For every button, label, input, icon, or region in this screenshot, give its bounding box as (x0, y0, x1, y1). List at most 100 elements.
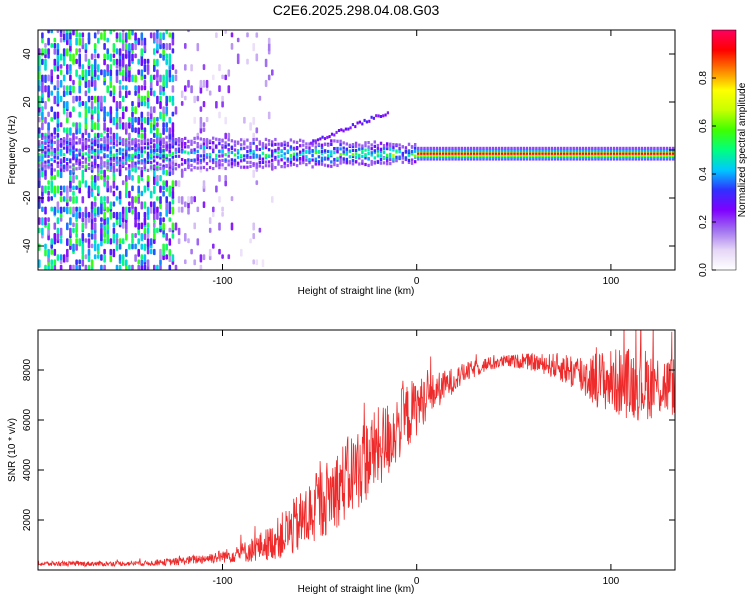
heatmap-cell (308, 161, 311, 165)
heatmap-cell (202, 157, 206, 161)
heatmap-cell (662, 150, 665, 154)
heatmap-cell (56, 169, 60, 177)
heatmap-cell (314, 162, 317, 166)
heatmap-cell (125, 259, 128, 267)
heatmap-cell (156, 227, 159, 233)
heatmap-cell (87, 95, 91, 103)
heatmap-cell (286, 159, 289, 163)
heatmap-cell (299, 161, 302, 165)
heatmap-cell (125, 185, 128, 194)
heatmap-cell (112, 53, 116, 59)
x-tick-label: 100 (603, 576, 620, 587)
heatmap-cell (566, 146, 569, 150)
heatmap-cell (594, 150, 597, 154)
heatmap-cell (121, 74, 125, 82)
heatmap-cell (205, 155, 209, 159)
heatmap-cell (525, 150, 529, 154)
heatmap-cell (41, 85, 44, 93)
heatmap-cell (149, 106, 153, 114)
heatmap-cell (134, 138, 137, 142)
heatmap-cell (236, 155, 240, 159)
heatmap-cell (97, 185, 100, 194)
heatmap-cell (115, 160, 119, 164)
heatmap-cell (538, 150, 541, 154)
heatmap-cell (240, 248, 243, 257)
heatmap-cell (97, 139, 100, 143)
heatmap-cell (69, 238, 72, 246)
heatmap-cell (128, 141, 131, 145)
heatmap-cell (292, 152, 296, 156)
heatmap-cell (153, 201, 156, 209)
heatmap-cell (215, 185, 218, 193)
heatmap-cell (491, 146, 495, 150)
heatmap-cell (69, 148, 72, 152)
heatmap-cell (103, 69, 106, 78)
heatmap-cell (227, 154, 230, 158)
heatmap-cell (81, 132, 85, 140)
heatmap-cell (445, 152, 448, 155)
heatmap-cell (93, 201, 97, 207)
heatmap-cell (569, 146, 572, 150)
heatmap-cell (149, 122, 153, 128)
heatmap-cell (233, 163, 237, 167)
heatmap-cell (47, 217, 50, 223)
heatmap-cell (631, 155, 634, 159)
heatmap-cell (134, 243, 137, 250)
heatmap-cell (156, 137, 159, 141)
heatmap-cell (140, 169, 144, 178)
heatmap-cell (205, 153, 209, 157)
heatmap-cell (309, 141, 313, 145)
heatmap-cell (44, 48, 47, 55)
heatmap-cell (336, 156, 339, 160)
heatmap-cell (174, 180, 178, 187)
heatmap-cell (190, 150, 193, 154)
heatmap-cell (317, 160, 321, 164)
heatmap-cell (507, 153, 510, 158)
heatmap-cell (171, 155, 174, 159)
heatmap-cell (112, 141, 115, 146)
heatmap-cell (370, 147, 373, 151)
heatmap-cell (342, 151, 345, 156)
heatmap-cell (258, 154, 261, 158)
heatmap-cell (643, 153, 647, 158)
heatmap-cell (476, 148, 479, 152)
heatmap-cell (302, 143, 305, 147)
heatmap-cell (100, 95, 103, 103)
heatmap-cell (90, 155, 94, 159)
heatmap-cell (637, 155, 641, 159)
heatmap-cell (106, 161, 109, 165)
heatmap-cell (202, 165, 206, 170)
heatmap-cell (87, 254, 91, 263)
heatmap-cell (131, 175, 134, 181)
heatmap-cell (345, 147, 348, 151)
heatmap-cell (137, 150, 140, 154)
heatmap-cell (125, 90, 128, 99)
heatmap-cell (619, 155, 622, 159)
heatmap-cell (72, 196, 75, 204)
heatmap-cell (634, 157, 637, 161)
heatmap-cell (100, 222, 103, 229)
heatmap-cell (581, 152, 584, 155)
heatmap-cell (140, 116, 144, 123)
heatmap-cell (47, 74, 50, 82)
heatmap-cell (634, 150, 637, 154)
heatmap-cell (435, 153, 439, 158)
heatmap-cell (156, 152, 159, 156)
heatmap-cell (659, 157, 662, 161)
heatmap-cell (423, 153, 426, 158)
heatmap-cell (466, 157, 470, 161)
heatmap-cell (106, 233, 109, 241)
heatmap-cell (50, 69, 53, 77)
heatmap-cell (532, 146, 535, 150)
heatmap-cell (165, 58, 168, 65)
heatmap-cell (41, 37, 44, 44)
heatmap-cell (180, 158, 184, 162)
heatmap-cell (69, 196, 72, 202)
heatmap-cell (97, 164, 100, 168)
heatmap-cell (103, 58, 106, 66)
heatmap-cell (317, 142, 321, 146)
heatmap-cell (236, 163, 240, 167)
heatmap-cell (81, 259, 85, 267)
heatmap-cell (504, 152, 507, 155)
heatmap-cell (619, 157, 622, 161)
